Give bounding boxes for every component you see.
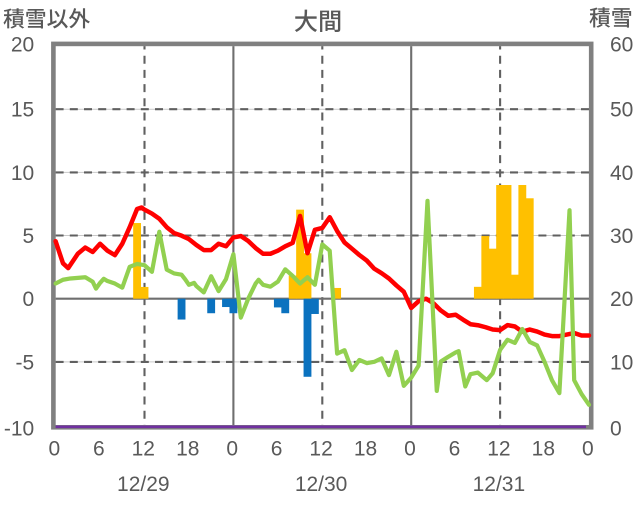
svg-text:15: 15: [11, 99, 34, 122]
svg-text:12/30: 12/30: [295, 473, 348, 496]
svg-text:0: 0: [49, 438, 61, 461]
svg-text:40: 40: [610, 162, 633, 185]
svg-text:18: 18: [354, 438, 377, 461]
svg-text:30: 30: [610, 225, 633, 248]
svg-text:12/31: 12/31: [473, 473, 526, 496]
svg-text:0: 0: [610, 418, 622, 441]
svg-text:50: 50: [610, 99, 633, 122]
svg-text:12: 12: [309, 438, 332, 461]
svg-text:10: 10: [610, 351, 633, 374]
svg-text:0: 0: [23, 288, 35, 311]
svg-text:18: 18: [176, 438, 199, 461]
svg-text:12/29: 12/29: [117, 473, 170, 496]
svg-text:20: 20: [11, 33, 34, 56]
svg-text:10: 10: [11, 162, 34, 185]
svg-text:0: 0: [226, 438, 238, 461]
svg-text:6: 6: [93, 438, 105, 461]
svg-text:12: 12: [132, 438, 155, 461]
svg-text:18: 18: [532, 438, 555, 461]
svg-text:20: 20: [610, 288, 633, 311]
svg-text:5: 5: [23, 225, 35, 248]
svg-text:-5: -5: [16, 351, 35, 374]
svg-text:12: 12: [487, 438, 510, 461]
svg-text:-10: -10: [4, 418, 34, 441]
svg-text:6: 6: [449, 438, 461, 461]
svg-text:6: 6: [271, 438, 283, 461]
svg-text:0: 0: [582, 438, 594, 461]
svg-text:60: 60: [610, 33, 633, 56]
svg-text:0: 0: [404, 438, 416, 461]
